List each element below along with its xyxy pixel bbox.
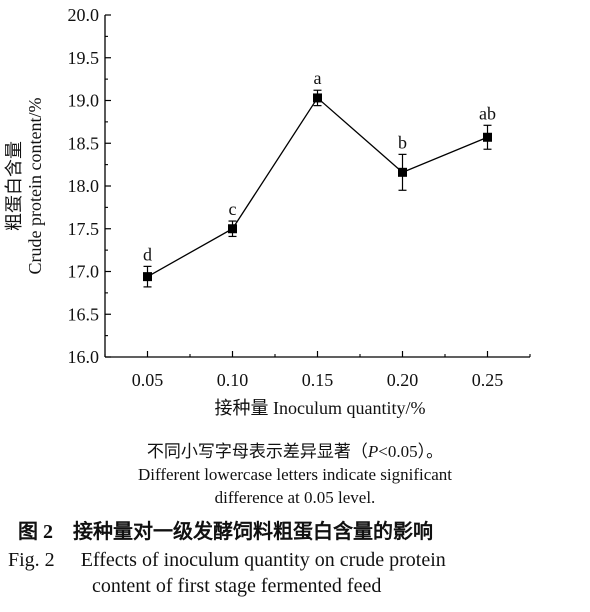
y-tick-label: 17.0	[68, 262, 100, 282]
data-point-marker	[313, 93, 322, 103]
x-tick-label: 0.20	[387, 370, 419, 390]
y-tick-label: 20.0	[68, 5, 100, 25]
y-tick-label: 18.5	[68, 133, 100, 153]
y-axis-label-cn: 粗蛋白含量	[4, 141, 24, 231]
note-cn-p: P	[367, 442, 379, 461]
y-tick-label: 16.5	[68, 304, 100, 324]
note-cn-suffix: <0.05）。	[378, 442, 444, 461]
y-tick-label: 19.0	[68, 91, 100, 111]
significance-letter: a	[314, 68, 322, 88]
data-point-marker	[483, 132, 492, 142]
y-axis-label-en: Crude protein content/%	[25, 98, 45, 275]
significance-letter: ab	[479, 103, 496, 123]
chart-svg: 16.0 16.5 17.0 17.5 18.0 18.5 19.0 19.5 20.0 0.05…	[4, 5, 531, 418]
figure-title-en-text-1: Effects of inoculum quantity on crude pr…	[80, 549, 446, 571]
figure-title-cn: 图 2 接种量对一级发酵饲料粗蛋白含量的影响	[18, 515, 433, 544]
x-tick-label: 0.25	[472, 370, 504, 390]
y-tick-label: 16.0	[68, 347, 100, 367]
figure-number-en: Fig. 2	[8, 549, 55, 571]
figure-title-en-line1: Fig. 2 Effects of inoculum quantity on cr…	[8, 549, 446, 572]
significance-note-en-line2: difference at 0.05 level.	[214, 488, 376, 507]
y-tick-label: 18.0	[68, 176, 100, 196]
figure-title-en-line2: content of first stage fermented feed	[92, 575, 382, 597]
y-tick-label: 19.5	[68, 48, 100, 68]
data-point-marker	[228, 224, 237, 234]
significance-letter: d	[143, 244, 152, 264]
y-tick-label: 17.5	[68, 219, 100, 239]
x-tick-label: 0.15	[302, 370, 334, 390]
figure-number-cn: 图 2	[18, 521, 53, 543]
x-tick-label: 0.05	[132, 370, 164, 390]
x-axis-label: 接种量 Inoculum quantity/%	[215, 398, 426, 418]
data-point-marker	[143, 272, 152, 282]
significance-letter: b	[398, 132, 407, 152]
significance-letter: c	[229, 199, 237, 219]
series-line	[147, 96, 488, 278]
note-cn-prefix: 不同小写字母表示差异显著（	[146, 442, 368, 461]
significance-note-en-line1: Different lowercase letters indicate sig…	[137, 465, 453, 484]
x-tick-label: 0.10	[217, 370, 249, 390]
y-axis-label-group: 粗蛋白含量 Crude protein content/%	[4, 98, 45, 275]
data-point-marker	[398, 167, 407, 177]
figure-title-cn-text: 接种量对一级发酵饲料粗蛋白含量的影响	[73, 521, 433, 543]
chart-axes: 16.0 16.5 17.0 17.5 18.0 18.5 19.0 19.5 20.0 0.05…	[68, 5, 531, 390]
significance-note-cn: 不同小写字母表示差异显著（P<0.05）。	[0, 437, 590, 462]
